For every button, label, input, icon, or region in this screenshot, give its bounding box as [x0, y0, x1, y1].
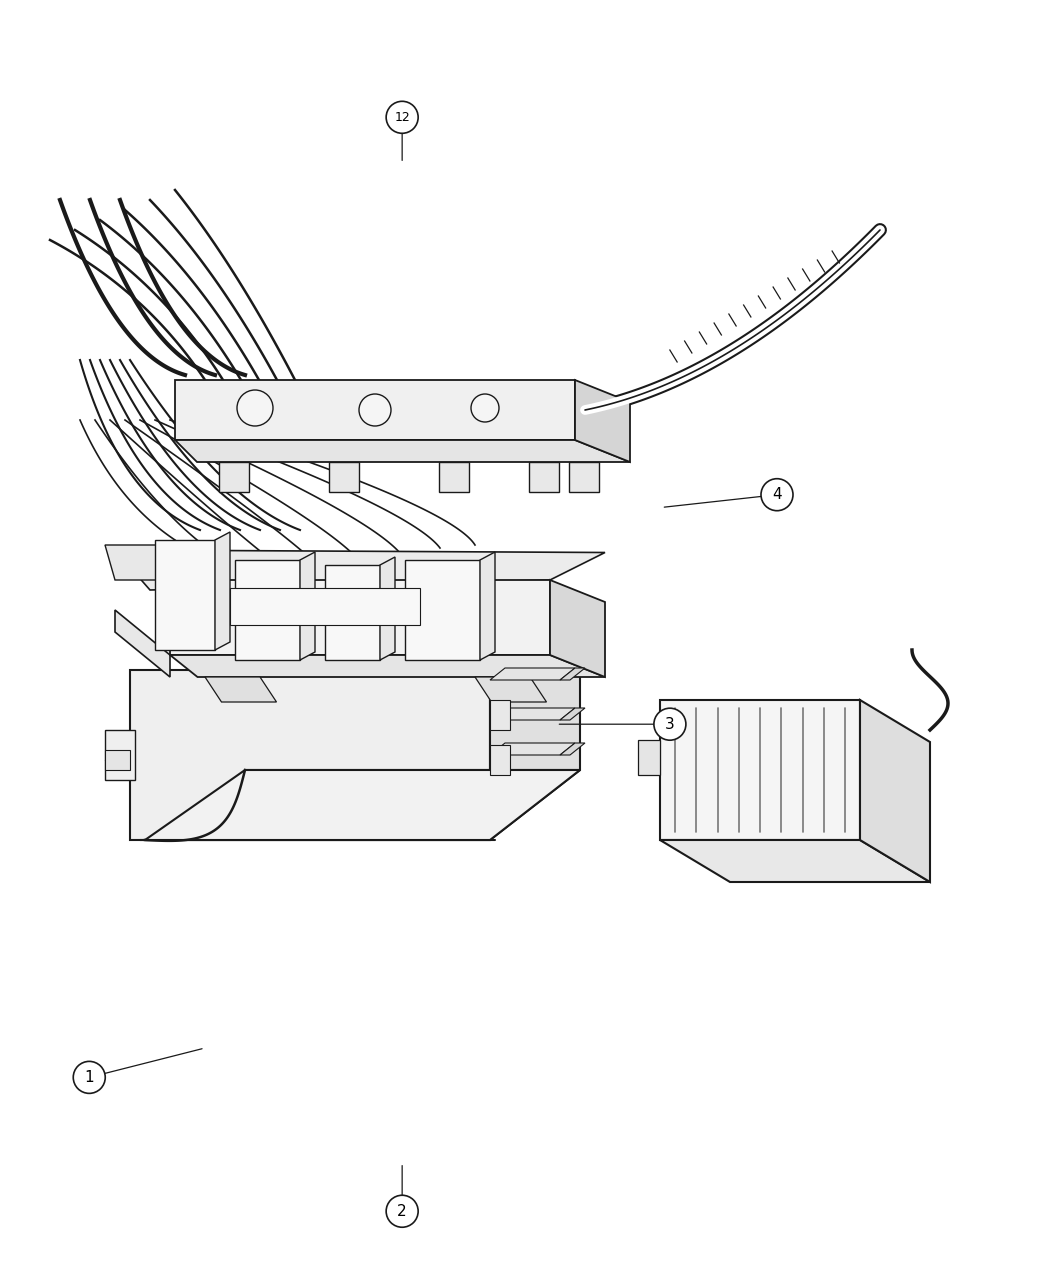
Polygon shape [529, 462, 559, 492]
Text: 4: 4 [772, 487, 782, 502]
Polygon shape [235, 560, 300, 660]
Text: 1: 1 [84, 1070, 94, 1085]
Polygon shape [329, 462, 359, 492]
Polygon shape [155, 541, 215, 650]
Polygon shape [490, 620, 580, 840]
Polygon shape [326, 565, 380, 660]
Polygon shape [490, 708, 575, 720]
Polygon shape [439, 462, 469, 492]
Circle shape [761, 478, 793, 511]
Circle shape [359, 394, 391, 426]
Polygon shape [490, 668, 575, 680]
Circle shape [74, 1061, 105, 1094]
Text: 3: 3 [665, 717, 675, 732]
Polygon shape [475, 677, 546, 703]
Polygon shape [116, 609, 170, 677]
Polygon shape [380, 557, 395, 660]
Polygon shape [105, 544, 170, 580]
Polygon shape [490, 745, 510, 775]
Polygon shape [550, 580, 605, 677]
Polygon shape [480, 552, 495, 660]
Polygon shape [145, 770, 580, 840]
Circle shape [386, 1195, 418, 1228]
Polygon shape [560, 668, 585, 680]
Circle shape [237, 390, 273, 426]
Polygon shape [175, 440, 630, 462]
Polygon shape [170, 655, 605, 677]
Polygon shape [660, 700, 860, 840]
Polygon shape [105, 750, 130, 770]
Polygon shape [860, 700, 930, 882]
Text: 12: 12 [395, 111, 410, 124]
Polygon shape [215, 532, 230, 650]
Polygon shape [170, 580, 550, 655]
Polygon shape [219, 462, 249, 492]
Polygon shape [300, 552, 315, 660]
Circle shape [386, 101, 418, 134]
Polygon shape [175, 380, 575, 440]
Circle shape [471, 394, 499, 422]
Polygon shape [205, 677, 276, 703]
Text: 2: 2 [397, 1204, 407, 1219]
Polygon shape [660, 840, 930, 882]
Polygon shape [490, 743, 575, 755]
Polygon shape [569, 462, 598, 492]
Polygon shape [105, 731, 135, 780]
Polygon shape [490, 700, 510, 731]
Polygon shape [130, 669, 490, 840]
Polygon shape [230, 588, 420, 625]
Polygon shape [116, 550, 605, 590]
Circle shape [654, 708, 686, 741]
Polygon shape [560, 743, 585, 755]
Polygon shape [405, 560, 480, 660]
Polygon shape [575, 380, 630, 462]
Polygon shape [560, 708, 585, 720]
Polygon shape [638, 740, 660, 775]
